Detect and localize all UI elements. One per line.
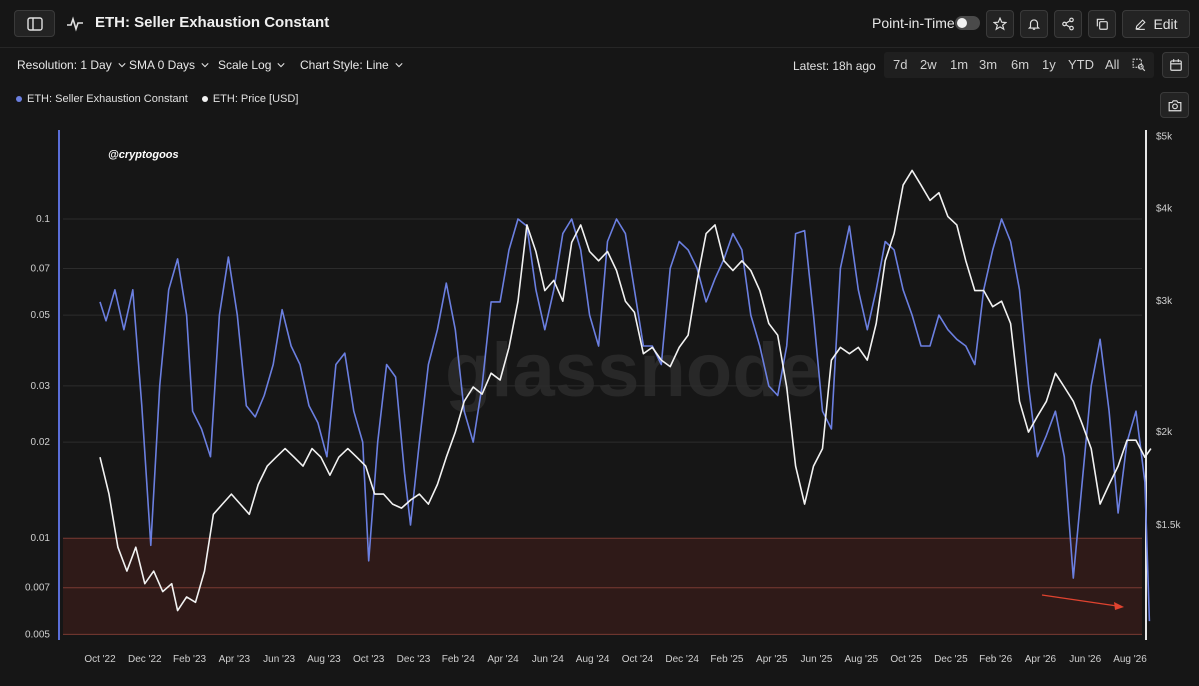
y-right-tick-label: $3k bbox=[1156, 296, 1173, 307]
duplicate-button[interactable] bbox=[1088, 10, 1116, 38]
range-3m[interactable]: 3m bbox=[979, 57, 998, 72]
chart-legend: ETH: Seller Exhaustion Constant ETH: Pri… bbox=[16, 93, 298, 105]
time-range-selector: 7d 2w 1m 3m 6m 1y YTD All bbox=[884, 52, 1154, 78]
x-tick-label: Apr '25 bbox=[756, 654, 788, 665]
chevron-down-icon bbox=[118, 63, 126, 68]
range-all[interactable]: All bbox=[1105, 57, 1120, 72]
x-tick-label: Jun '25 bbox=[801, 654, 833, 665]
chart-style-dropdown[interactable]: Chart Style: Line bbox=[300, 58, 403, 72]
x-tick-label: Dec '25 bbox=[934, 654, 968, 665]
chart-area: glassnode 0.10.070.050.030.020.010.0070.… bbox=[25, 130, 1181, 665]
x-tick-label: Dec '23 bbox=[397, 654, 431, 665]
sma-label: SMA 0 Days bbox=[129, 58, 196, 72]
edit-label: Edit bbox=[1153, 16, 1178, 32]
author-handle: @cryptogoos bbox=[108, 149, 179, 161]
annotation-arrow bbox=[1041, 594, 1118, 607]
y-right-tick-label: $2k bbox=[1156, 427, 1173, 438]
point-in-time-label: Point-in-Time bbox=[872, 15, 955, 31]
x-tick-label: Feb '23 bbox=[173, 654, 206, 665]
chevron-down-icon bbox=[201, 63, 209, 68]
toggle-knob bbox=[957, 18, 967, 28]
legend-dot bbox=[16, 96, 22, 102]
chart-style-label: Chart Style: Line bbox=[300, 58, 389, 72]
range-6m[interactable]: 6m bbox=[1011, 57, 1030, 72]
range-2w[interactable]: 2w bbox=[920, 57, 937, 72]
range-7d[interactable]: 7d bbox=[893, 57, 908, 72]
x-tick-label: Feb '25 bbox=[710, 654, 743, 665]
x-tick-label: Jun '24 bbox=[532, 654, 564, 665]
x-tick-label: Dec '24 bbox=[665, 654, 699, 665]
chart-toolbar: Resolution: 1 Day SMA 0 Days Scale Log C… bbox=[0, 52, 1199, 80]
star-icon bbox=[993, 17, 1007, 31]
x-tick-label: Oct '23 bbox=[353, 654, 385, 665]
y-right-tick-label: $1.5k bbox=[1156, 520, 1181, 531]
page-title: ETH: Seller Exhaustion Constant bbox=[95, 14, 330, 31]
copy-icon bbox=[1096, 18, 1108, 30]
range-1y[interactable]: 1y bbox=[1042, 57, 1056, 72]
x-tick-label: Jun '23 bbox=[263, 654, 295, 665]
alert-button[interactable] bbox=[1020, 10, 1048, 38]
resolution-label: Resolution: 1 Day bbox=[17, 58, 112, 72]
legend-dot bbox=[201, 96, 208, 102]
series-line-price bbox=[99, 169, 1152, 612]
legend-item-seller-exhaustion[interactable]: ETH: Seller Exhaustion Constant bbox=[16, 93, 188, 105]
x-tick-label: Apr '23 bbox=[219, 654, 251, 665]
x-tick-label: Jun '26 bbox=[1069, 654, 1101, 665]
x-tick-label: Feb '24 bbox=[442, 654, 475, 665]
chevron-down-icon bbox=[277, 63, 285, 68]
camera-icon bbox=[1168, 99, 1181, 111]
edit-button[interactable]: Edit bbox=[1122, 10, 1190, 38]
x-tick-label: Apr '26 bbox=[1025, 654, 1057, 665]
x-tick-label: Aug '23 bbox=[307, 654, 341, 665]
x-tick-label: Dec '22 bbox=[128, 654, 162, 665]
y-left-tick-label: 0.05 bbox=[31, 310, 51, 321]
sidebar-toggle-button[interactable] bbox=[14, 10, 55, 37]
y-left-tick-label: 0.007 bbox=[25, 583, 50, 594]
y-left-tick-label: 0.01 bbox=[31, 533, 51, 544]
exhaustion-zone bbox=[63, 538, 1142, 635]
scale-dropdown[interactable]: Scale Log bbox=[218, 58, 285, 72]
screenshot-button[interactable] bbox=[1160, 92, 1189, 118]
legend-label: ETH: Seller Exhaustion Constant bbox=[27, 93, 188, 105]
y-left-tick-label: 0.02 bbox=[31, 437, 51, 448]
chevron-down-icon bbox=[395, 63, 403, 68]
y-left-tick-label: 0.03 bbox=[31, 381, 51, 392]
annotation-arrowhead bbox=[1114, 602, 1124, 610]
range-ytd[interactable]: YTD bbox=[1068, 57, 1094, 72]
sma-dropdown[interactable]: SMA 0 Days bbox=[129, 58, 209, 72]
x-tick-label: Oct '24 bbox=[622, 654, 654, 665]
point-in-time-toggle[interactable] bbox=[955, 16, 980, 30]
x-tick-label: Apr '24 bbox=[487, 654, 519, 665]
zoom-select-icon[interactable] bbox=[1132, 58, 1146, 72]
resolution-dropdown[interactable]: Resolution: 1 Day bbox=[17, 58, 126, 72]
share-button[interactable] bbox=[1054, 10, 1082, 38]
latest-update-text: Latest: 18h ago bbox=[793, 59, 876, 73]
range-1m[interactable]: 1m bbox=[950, 57, 969, 72]
x-tick-label: Aug '26 bbox=[1113, 654, 1147, 665]
header-bar: ETH: Seller Exhaustion Constant Point-in… bbox=[0, 0, 1199, 48]
bell-icon bbox=[1027, 19, 1041, 30]
y-right-tick-label: $4k bbox=[1156, 203, 1173, 214]
y-left-tick-label: 0.07 bbox=[31, 263, 51, 274]
legend-item-price[interactable]: ETH: Price [USD] bbox=[201, 93, 299, 105]
x-tick-label: Aug '24 bbox=[576, 654, 610, 665]
series-line-seller-exhaustion bbox=[99, 218, 1151, 622]
share-icon bbox=[1062, 17, 1074, 31]
calendar-icon bbox=[1169, 59, 1182, 71]
y-left-tick-label: 0.1 bbox=[36, 214, 50, 225]
x-tick-label: Oct '25 bbox=[890, 654, 922, 665]
legend-label: ETH: Price [USD] bbox=[212, 93, 299, 105]
x-tick-label: Aug '25 bbox=[844, 654, 878, 665]
scale-label: Scale Log bbox=[218, 58, 272, 72]
pencil-icon bbox=[1135, 18, 1147, 30]
x-tick-label: Oct '22 bbox=[84, 654, 116, 665]
calendar-button[interactable] bbox=[1162, 52, 1189, 78]
y-right-tick-label: $5k bbox=[1156, 131, 1173, 142]
y-left-tick-label: 0.005 bbox=[25, 629, 50, 640]
favorite-button[interactable] bbox=[986, 10, 1014, 38]
metric-line-icon bbox=[67, 16, 83, 32]
x-tick-label: Feb '26 bbox=[979, 654, 1012, 665]
sidebar-icon bbox=[26, 16, 43, 31]
